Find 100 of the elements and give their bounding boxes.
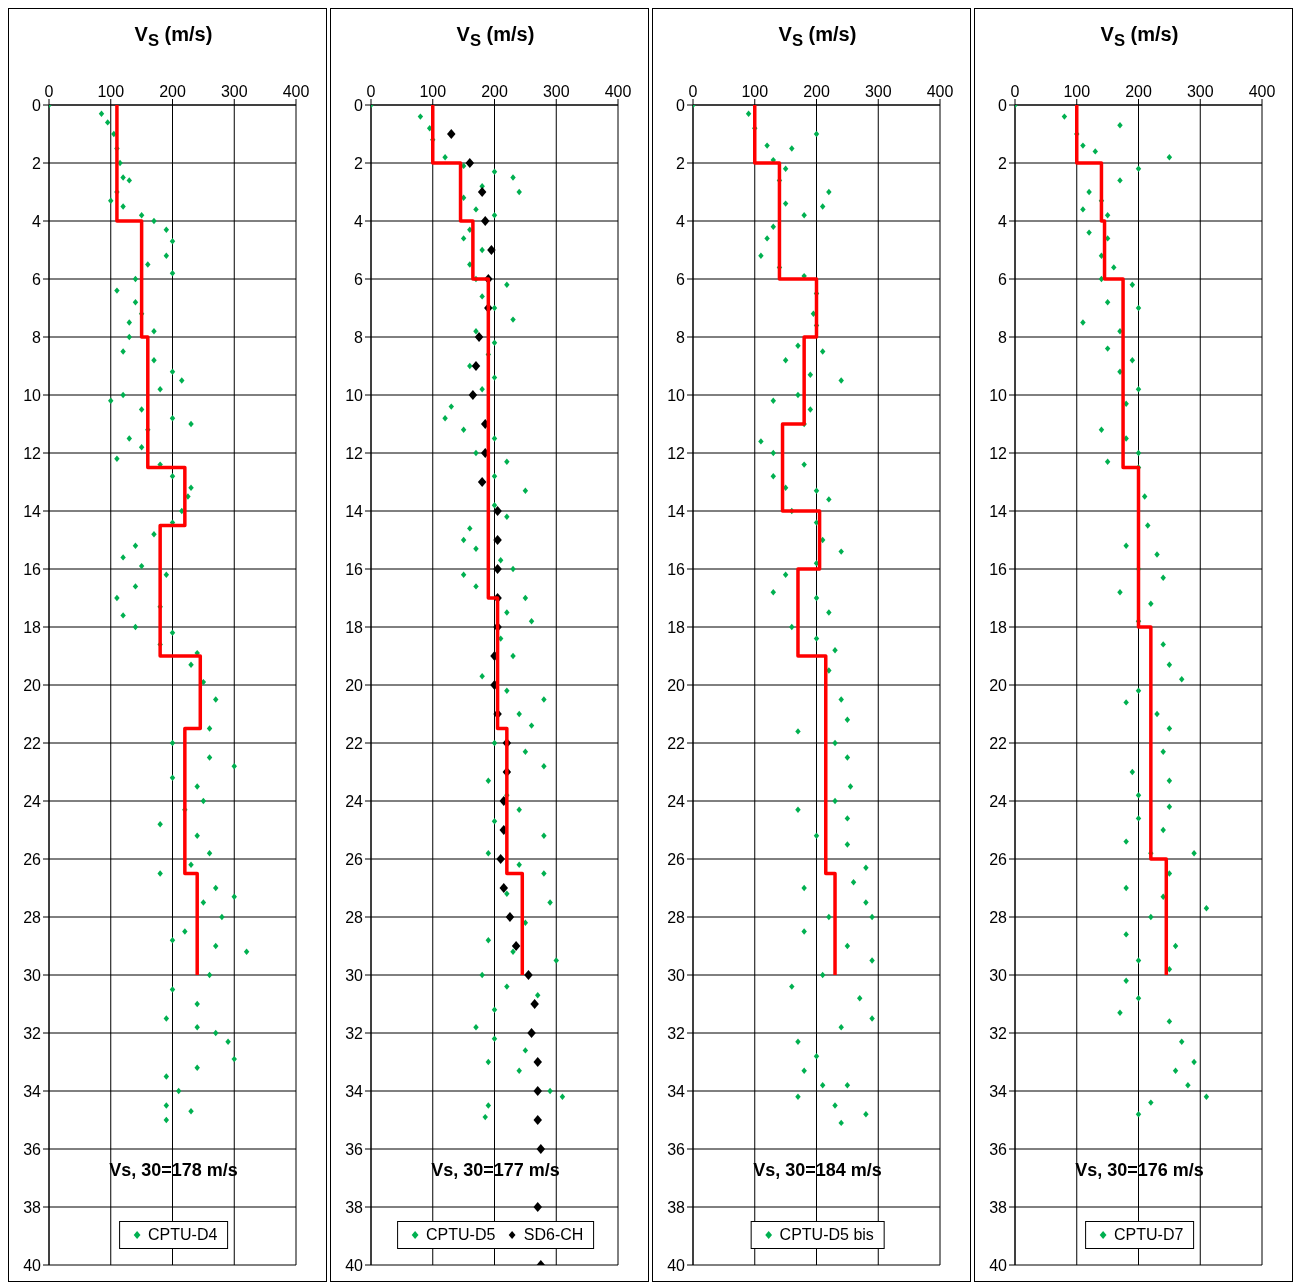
- y-tick-label: 32: [23, 1024, 42, 1042]
- y-tick-label: 28: [989, 908, 1008, 926]
- legend-label: CPTU-D4: [147, 1225, 218, 1244]
- legend-label: CPTU-D5 bis: [778, 1225, 874, 1244]
- y-tick-label: 26: [989, 850, 1008, 868]
- y-tick-label: 28: [345, 908, 364, 926]
- y-tick-label: 16: [23, 560, 42, 578]
- y-tick-label: 4: [676, 212, 686, 230]
- y-tick-label: 10: [23, 386, 42, 404]
- x-tick-label: 100: [741, 83, 769, 100]
- legend-label: CPTU-D5: [425, 1225, 496, 1244]
- y-tick-label: 12: [989, 444, 1008, 462]
- y-tick-label: 26: [345, 850, 364, 868]
- y-tick-label: 36: [23, 1140, 42, 1158]
- y-tick-label: 30: [23, 966, 42, 984]
- y-tick-label: 0: [998, 96, 1008, 114]
- y-tick-label: 12: [667, 444, 686, 462]
- y-tick-label: 0: [676, 96, 686, 114]
- x-tick-label: 100: [97, 83, 125, 100]
- y-tick-label: 30: [345, 966, 364, 984]
- y-tick-label: 24: [667, 792, 686, 810]
- y-tick-label: 16: [667, 560, 686, 578]
- y-tick-label: 10: [667, 386, 686, 404]
- y-tick-label: 32: [989, 1024, 1008, 1042]
- x-axis-title: V$_{S}$ (m/s): [133, 23, 214, 51]
- y-tick-label: 38: [989, 1198, 1008, 1216]
- y-tick-label: 6: [676, 270, 686, 288]
- y-tick-label: 24: [989, 792, 1008, 810]
- y-tick-label: 20: [345, 676, 364, 694]
- y-tick-label: 8: [676, 328, 686, 346]
- y-tick-label: 6: [998, 270, 1008, 288]
- y-tick-label: 22: [23, 734, 42, 752]
- y-tick-label: 26: [667, 850, 686, 868]
- x-tick-label: 400: [1248, 83, 1276, 100]
- y-tick-label: 8: [32, 328, 42, 346]
- x-tick-label: 300: [542, 83, 570, 100]
- x-tick-label: 400: [282, 83, 310, 100]
- y-tick-label: 12: [345, 444, 364, 462]
- y-tick-label: 6: [32, 270, 42, 288]
- x-tick-label: 200: [481, 83, 508, 100]
- x-tick-label: 200: [1125, 83, 1152, 100]
- y-tick-label: 40: [989, 1256, 1008, 1274]
- y-tick-label: 34: [989, 1082, 1008, 1100]
- y-tick-label: 4: [354, 212, 364, 230]
- y-tick-label: 36: [345, 1140, 364, 1158]
- x-tick-label: 200: [159, 83, 186, 100]
- y-tick-label: 0: [354, 96, 364, 114]
- y-tick-label: 2: [676, 154, 686, 172]
- x-axis-title: V$_{S}$ (m/s): [1099, 23, 1180, 51]
- x-tick-label: 100: [419, 83, 447, 100]
- y-tick-label: 20: [23, 676, 42, 694]
- y-tick-label: 24: [345, 792, 364, 810]
- y-tick-label: 20: [989, 676, 1008, 694]
- x-tick-label: 0: [366, 83, 376, 100]
- y-tick-label: 20: [667, 676, 686, 694]
- y-tick-label: 18: [667, 618, 686, 636]
- y-tick-label: 14: [667, 502, 686, 520]
- y-tick-label: 4: [32, 212, 42, 230]
- y-tick-label: 2: [354, 154, 364, 172]
- y-tick-label: 22: [667, 734, 686, 752]
- y-tick-label: 8: [354, 328, 364, 346]
- y-tick-label: 32: [345, 1024, 364, 1042]
- y-tick-label: 2: [32, 154, 42, 172]
- x-tick-label: 100: [1063, 83, 1091, 100]
- y-tick-label: 40: [23, 1256, 42, 1274]
- y-tick-label: 12: [23, 444, 42, 462]
- y-tick-label: 28: [23, 908, 42, 926]
- x-axis-title: V$_{S}$ (m/s): [777, 23, 858, 51]
- y-tick-label: 40: [667, 1256, 686, 1274]
- x-tick-label: 300: [1186, 83, 1214, 100]
- y-tick-label: 40: [345, 1256, 364, 1274]
- x-tick-label: 300: [220, 83, 248, 100]
- y-tick-label: 38: [23, 1198, 42, 1216]
- x-tick-label: 0: [1010, 83, 1020, 100]
- y-tick-label: 18: [989, 618, 1008, 636]
- y-tick-label: 22: [345, 734, 364, 752]
- y-tick-label: 8: [998, 328, 1008, 346]
- y-tick-label: 18: [345, 618, 364, 636]
- y-tick-label: 28: [667, 908, 686, 926]
- x-axis-title: V$_{S}$ (m/s): [455, 23, 536, 51]
- y-tick-label: 34: [345, 1082, 364, 1100]
- y-tick-label: 30: [667, 966, 686, 984]
- x-tick-label: 0: [688, 83, 698, 100]
- x-tick-label: 200: [803, 83, 830, 100]
- x-tick-label: 0: [44, 83, 54, 100]
- y-tick-label: 10: [989, 386, 1008, 404]
- legend-label: SD6-CH: [522, 1225, 584, 1244]
- y-tick-label: 38: [345, 1198, 364, 1216]
- y-tick-label: 14: [23, 502, 42, 520]
- x-tick-label: 300: [864, 83, 892, 100]
- x-tick-label: 400: [926, 83, 954, 100]
- y-tick-label: 34: [667, 1082, 686, 1100]
- y-tick-label: 16: [989, 560, 1008, 578]
- y-tick-label: 32: [667, 1024, 686, 1042]
- y-tick-label: 2: [998, 154, 1008, 172]
- y-tick-label: 26: [23, 850, 42, 868]
- y-tick-label: 36: [667, 1140, 686, 1158]
- y-tick-label: 30: [989, 966, 1008, 984]
- x-tick-label: 400: [604, 83, 632, 100]
- y-tick-label: 0: [32, 96, 42, 114]
